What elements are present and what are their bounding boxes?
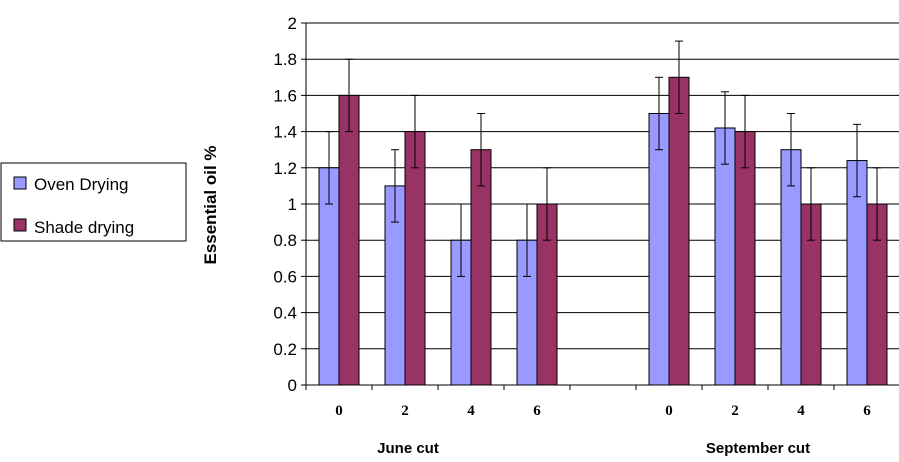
x-tick-label: 6 — [533, 403, 541, 419]
bar-oven-drying — [648, 113, 670, 386]
group-label-june-cut: June cut — [377, 440, 439, 457]
y-tick-label: 0.2 — [273, 340, 297, 359]
y-tick-label: 1 — [288, 195, 297, 214]
x-tick-label: 4 — [797, 403, 805, 419]
y-tick-label: 0.6 — [273, 267, 297, 286]
legend: Oven Drying Shade drying — [0, 162, 187, 242]
bars — [318, 76, 888, 386]
x-tick-label: 2 — [731, 403, 739, 419]
y-tick-label: 0.8 — [273, 231, 297, 250]
y-tick-labels: 0 0.2 0.4 0.6 0.8 1 1.2 1.4 1.6 1.8 2 — [273, 14, 297, 395]
x-tick-label: 0 — [335, 403, 343, 419]
y-tick-label: 1.4 — [273, 123, 297, 142]
legend-swatch-shade-drying — [13, 218, 27, 232]
x-tick-label: 0 — [665, 403, 673, 419]
x-tick-label: 6 — [863, 403, 871, 419]
y-axis-title: Essential oil % — [201, 145, 220, 264]
x-tick-labels: 0 2 4 6 0 2 4 6 — [335, 403, 871, 419]
error-bars — [325, 40, 881, 277]
y-tick-label: 1.2 — [273, 159, 297, 178]
bar-shade-drying — [338, 94, 360, 386]
y-tick-label: 2 — [288, 14, 297, 33]
legend-box — [0, 162, 187, 242]
x-tick-label: 4 — [467, 403, 475, 419]
bar-oven-drying — [714, 127, 736, 386]
legend-swatch-oven-drying — [13, 176, 27, 190]
axes — [301, 22, 899, 390]
y-tick-label: 1.8 — [273, 50, 297, 69]
legend-label-shade-drying: Shade drying — [34, 218, 134, 237]
y-tick-label: 1.6 — [273, 86, 297, 105]
y-tick-label: 0.4 — [273, 304, 297, 323]
y-tick-label: 0 — [288, 376, 297, 395]
bar-shade-drying — [734, 131, 756, 386]
bar-shade-drying — [404, 131, 426, 386]
legend-label-oven-drying: Oven Drying — [34, 175, 128, 194]
group-labels: June cut September cut — [377, 440, 810, 457]
bar-shade-drying — [668, 76, 690, 386]
group-label-september-cut: September cut — [706, 440, 810, 457]
x-tick-label: 2 — [401, 403, 409, 419]
